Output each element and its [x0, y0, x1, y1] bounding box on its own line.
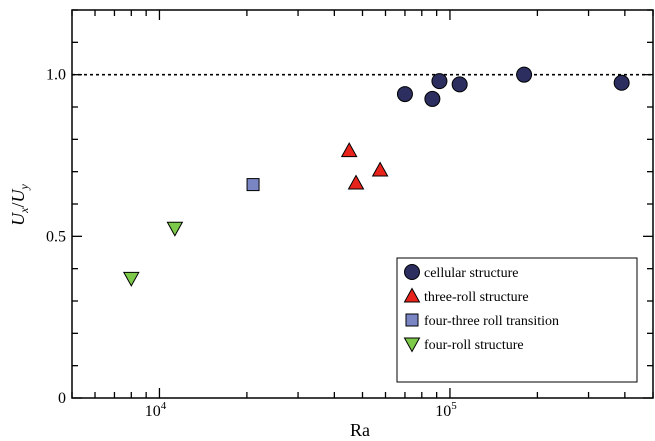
- data-point-triangle-up: [371, 161, 389, 177]
- data-point-triangle-up: [347, 174, 365, 190]
- tick-labels-layer: 0 0.5 1.0 104 105: [46, 67, 457, 420]
- x-axis-label: Ra: [350, 420, 370, 440]
- y-axis-label: Ux/Uy: [8, 183, 31, 225]
- legend-box: [396, 257, 638, 383]
- legend-marker-square: [405, 313, 419, 327]
- y-label-u1: U: [8, 212, 28, 226]
- data-point-circle: [451, 76, 468, 93]
- y-label-u2: U: [8, 188, 28, 202]
- legend-label: four-roll structure: [424, 338, 524, 353]
- legend-marker-triangle-up: [403, 287, 421, 303]
- legend-marker-circle: [404, 264, 420, 280]
- y-tick-label: 1.0: [46, 67, 66, 84]
- legend-label: cellular structure: [424, 266, 518, 281]
- data-point-triangle-up: [340, 142, 358, 158]
- x-tick-label: 104: [145, 400, 167, 420]
- data-point-circle: [424, 90, 441, 107]
- data-point-circle: [516, 66, 533, 83]
- data-point-circle: [396, 86, 413, 103]
- x-tick-label: 105: [435, 400, 457, 420]
- legend-label: three-roll structure: [424, 290, 529, 305]
- legend-label: four-three roll transition: [424, 314, 559, 329]
- data-point-circle: [613, 74, 630, 91]
- points-layer: [122, 66, 630, 287]
- ticks-layer: [71, 9, 654, 399]
- data-point-triangle-down: [122, 271, 140, 287]
- y-label-s2: y: [17, 183, 31, 190]
- y-label-s1: x: [17, 207, 31, 214]
- legend: cellular structure three-roll structure fo…: [396, 257, 638, 383]
- data-point-triangle-down: [166, 221, 184, 237]
- y-tick-label: 0.5: [46, 228, 66, 245]
- legend-marker-triangle-down: [403, 337, 421, 353]
- data-point-square: [246, 178, 260, 192]
- y-label-slash: /: [8, 202, 28, 207]
- data-point-circle: [431, 73, 448, 90]
- y-tick-label: 0: [58, 390, 66, 407]
